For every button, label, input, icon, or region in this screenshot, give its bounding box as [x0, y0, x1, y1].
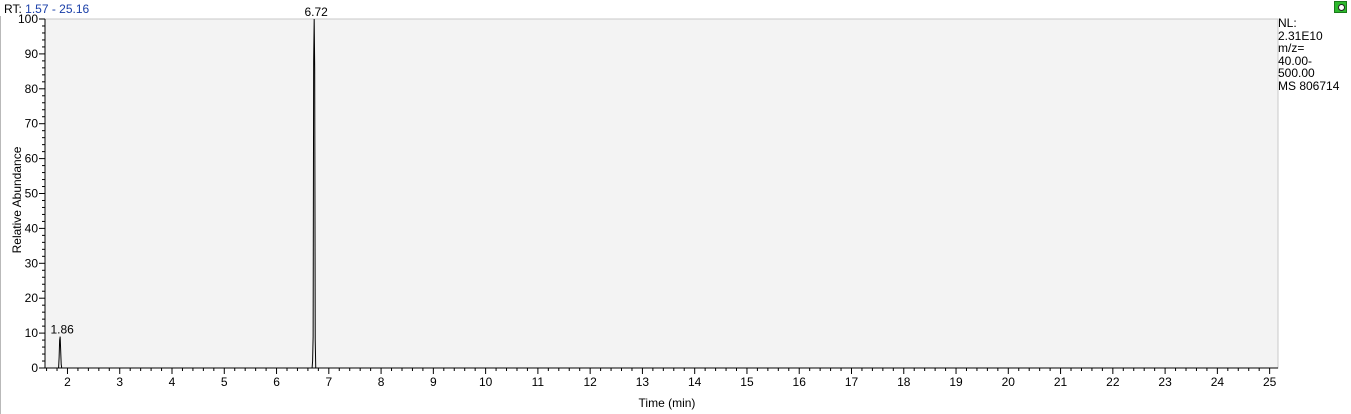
rt-prefix: RT:	[4, 2, 22, 16]
x-axis: 2 3 4 5 6 7 8 9 10 11 12 13 14 15 16 17 18 19 20 21 22 23 24 25	[45, 367, 1278, 389]
nl-label: NL:	[1278, 16, 1297, 30]
x-tick-label: 4	[169, 375, 176, 389]
panel-left-border	[0, 16, 1, 414]
y-tick-label: 90	[25, 47, 39, 61]
peak-label: 6.72	[305, 5, 329, 19]
x-tick-label: 2	[64, 375, 71, 389]
y-tick-label: 70	[25, 117, 39, 131]
scan-info-panel: NL: 2.31E10 m/z= 40.00- 500.00 MS 806714	[1278, 17, 1350, 92]
x-tick-label: 5	[221, 375, 228, 389]
plot-area[interactable]	[44, 18, 1279, 369]
series-layer	[45, 18, 1278, 369]
status-icon-dot	[1338, 4, 1345, 11]
x-tick-label: 25	[1263, 375, 1277, 389]
x-tick-label: 24	[1211, 375, 1225, 389]
x-tick-label: 20	[1002, 375, 1016, 389]
status-icon[interactable]	[1334, 1, 1347, 13]
mz-range-start: 40.00-	[1278, 53, 1313, 68]
scan-type: MS 806714	[1278, 78, 1340, 93]
peak-label-layer: 1.86 6.72	[50, 5, 328, 337]
x-tick-label: 3	[116, 375, 123, 389]
y-tick-label: 40	[25, 221, 39, 235]
y-tick-label: 20	[25, 291, 39, 305]
x-tick-label: 12	[583, 375, 597, 389]
rt-range-value[interactable]: 1.57 - 25.16	[25, 2, 90, 16]
x-tick-label: 9	[430, 375, 437, 389]
x-tick-label: 6	[273, 375, 280, 389]
mz-range-end: 500.00	[1278, 66, 1315, 80]
y-axis-label: Relative Abundance	[10, 146, 24, 253]
x-tick-label: 8	[378, 375, 385, 389]
y-tick-label: 100	[18, 12, 38, 26]
rt-range-label: RT: 1.57 - 25.16	[4, 2, 89, 16]
x-tick-label: 10	[479, 375, 493, 389]
x-tick-label: 15	[740, 375, 754, 389]
x-tick-label: 11	[532, 375, 545, 389]
x-tick-label: 18	[897, 375, 911, 389]
x-tick-label: 22	[1106, 375, 1120, 389]
y-tick-label: 60	[25, 152, 39, 166]
x-tick-label: 17	[845, 375, 859, 389]
y-tick-label: 10	[25, 326, 39, 340]
chromatogram-trace	[45, 18, 1278, 369]
y-tick-label: 50	[25, 187, 39, 201]
x-tick-label: 19	[949, 375, 963, 389]
y-axis: 0 10 20 30 40 50 60 70 80 90 100	[18, 12, 46, 375]
y-tick-label: 0	[31, 361, 38, 375]
x-axis-label: Time (min)	[639, 396, 696, 410]
x-tick-label: 7	[325, 375, 332, 389]
x-tick-label: 23	[1158, 375, 1172, 389]
x-tick-label: 13	[636, 375, 650, 389]
nl-value: 2.31E10	[1278, 28, 1323, 43]
y-tick-label: 80	[25, 82, 39, 96]
x-tick-label: 14	[688, 375, 702, 389]
mz-label: m/z=	[1278, 41, 1305, 55]
y-tick-label: 30	[25, 256, 39, 270]
x-tick-label: 16	[793, 375, 807, 389]
peak-label: 1.86	[50, 323, 74, 337]
x-tick-label: 21	[1054, 375, 1068, 389]
